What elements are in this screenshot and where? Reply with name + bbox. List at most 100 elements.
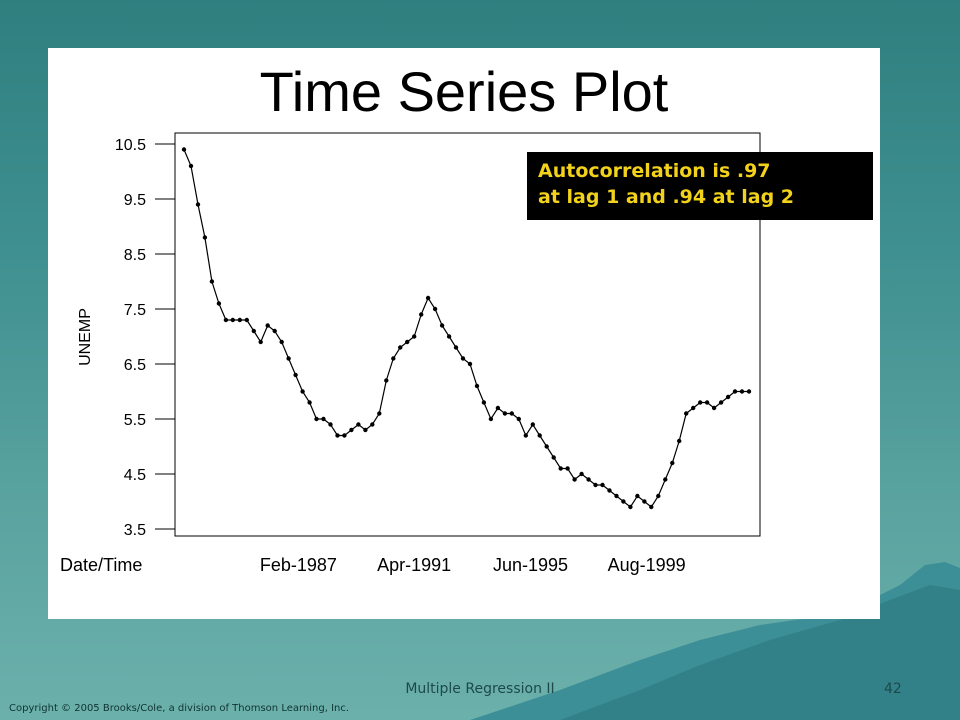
data-point — [188, 163, 194, 169]
data-point — [244, 317, 249, 323]
data-point — [704, 400, 710, 405]
data-point — [363, 427, 368, 433]
data-point — [551, 455, 556, 460]
data-point — [453, 345, 459, 350]
data-point — [670, 460, 675, 466]
y-tick-label: 10.5 — [115, 137, 146, 154]
data-point — [684, 411, 689, 416]
data-point — [544, 444, 549, 449]
data-point — [621, 499, 626, 504]
data-point — [286, 356, 291, 361]
data-point — [649, 504, 654, 510]
data-point — [614, 493, 619, 499]
data-point — [335, 433, 340, 438]
data-point — [384, 378, 389, 383]
x-tick-label: Apr-1991 — [377, 555, 451, 575]
data-point — [516, 416, 521, 422]
data-point — [725, 394, 731, 400]
y-tick-label: 9.5 — [124, 192, 146, 209]
data-point — [356, 422, 361, 427]
y-axis-label: UNEMP — [77, 308, 94, 366]
y-tick-label: 3.5 — [124, 522, 146, 539]
data-point — [328, 422, 333, 427]
y-tick-label: 8.5 — [124, 247, 146, 264]
data-point — [642, 499, 647, 504]
slide-title: Time Series Plot — [259, 60, 669, 123]
data-point — [739, 389, 745, 394]
slide-panel — [48, 48, 880, 619]
data-point — [488, 416, 494, 422]
data-point — [530, 422, 535, 427]
data-point — [460, 356, 466, 361]
data-point — [307, 400, 312, 405]
data-point — [711, 405, 717, 411]
data-point — [593, 482, 598, 488]
copyright-notice: Copyright © 2005 Brooks/Cole, a division… — [9, 703, 350, 714]
data-point — [656, 493, 661, 499]
x-tick-label: Feb-1987 — [260, 555, 337, 575]
data-point — [412, 334, 417, 339]
y-tick-label: 4.5 — [124, 467, 146, 484]
data-point — [537, 433, 542, 438]
data-point — [314, 416, 319, 422]
data-point — [370, 422, 375, 427]
data-point — [321, 416, 326, 422]
data-point — [495, 405, 501, 411]
y-axis: 10.5 9.5 8.5 7.5 6.5 5.5 4.5 3.5 — [115, 137, 175, 539]
data-point — [398, 345, 403, 350]
data-point — [223, 317, 229, 323]
x-axis: Feb-1987 Apr-1991 Jun-1995 Aug-1999 — [260, 555, 686, 575]
data-point — [272, 328, 277, 334]
data-point — [230, 317, 235, 323]
data-point — [342, 433, 347, 438]
data-point — [698, 400, 703, 405]
data-point — [558, 466, 563, 471]
data-point — [474, 383, 480, 389]
data-point — [439, 323, 445, 328]
data-point — [216, 301, 222, 306]
data-point — [586, 477, 591, 482]
callout-line-1: Autocorrelation is .97 — [538, 160, 771, 182]
series-layer — [181, 147, 752, 510]
y-tick-label: 5.5 — [124, 412, 146, 429]
data-point — [718, 400, 724, 405]
data-point — [209, 279, 215, 284]
y-tick-label: 6.5 — [124, 357, 146, 374]
data-point — [607, 488, 612, 493]
data-point — [293, 372, 298, 378]
page-number: 42 — [884, 681, 902, 697]
data-point — [300, 389, 305, 394]
data-point — [523, 433, 528, 438]
data-point — [391, 356, 396, 361]
x-tick-label: Aug-1999 — [608, 555, 686, 575]
plot-frame — [174, 132, 761, 537]
data-point — [691, 405, 696, 411]
data-point — [732, 389, 738, 394]
data-point — [432, 306, 438, 312]
footer-text: Multiple Regression II — [405, 681, 555, 697]
y-tick-label: 7.5 — [124, 302, 146, 319]
data-point — [509, 411, 514, 416]
data-point — [425, 295, 431, 301]
data-point — [237, 317, 242, 323]
data-point — [419, 312, 424, 317]
data-point — [349, 427, 354, 433]
data-point — [181, 147, 187, 152]
x-axis-label: Date/Time — [60, 555, 142, 575]
data-point — [746, 389, 752, 394]
data-point — [202, 235, 208, 240]
data-point — [467, 361, 473, 367]
data-point — [377, 411, 382, 416]
data-point — [265, 323, 270, 328]
x-tick-label: Jun-1995 — [493, 555, 568, 575]
data-point — [258, 339, 263, 345]
data-point — [600, 482, 605, 488]
data-point — [502, 411, 508, 416]
data-point — [572, 477, 577, 482]
data-point — [663, 477, 668, 482]
autocorrelation-callout: Autocorrelation is .97 at lag 1 and .94 … — [527, 152, 873, 220]
data-point — [446, 334, 452, 339]
data-point — [635, 493, 640, 499]
data-point — [579, 471, 584, 477]
